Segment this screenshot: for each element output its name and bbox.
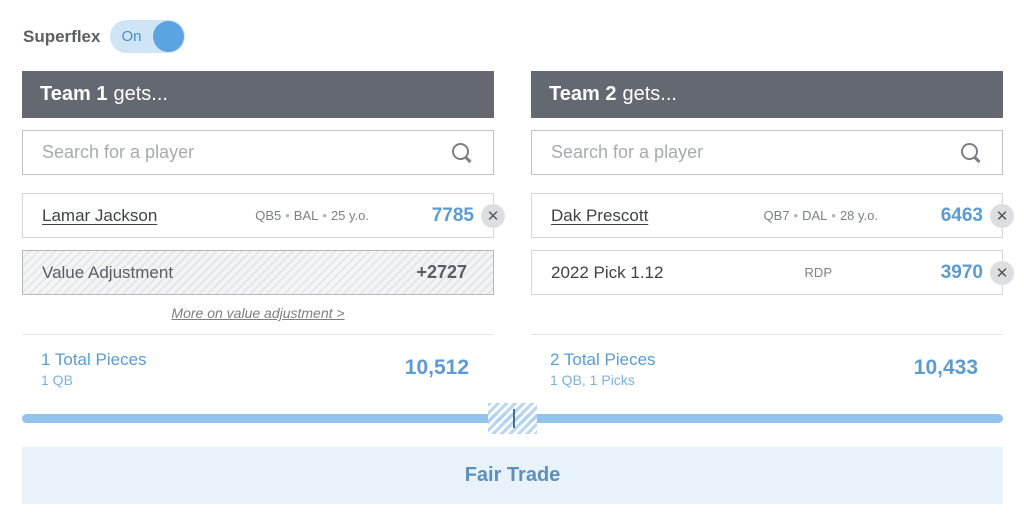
more-on-value-adjustment-link[interactable]: More on value adjustment > (171, 305, 345, 321)
close-icon[interactable]: ✕ (990, 261, 1014, 285)
team-1-name: Team 1 (40, 83, 108, 105)
player-row-dak-prescott: Dak Prescott QB7 • DAL • 28 y.o. 6463 ✕ (531, 193, 1014, 238)
value-adjustment-value: +2727 (416, 262, 467, 282)
player-position: QB7 (763, 208, 790, 223)
player-team: BAL (293, 208, 319, 223)
team-1-column: Team 1 gets... Lamar Jackson QB5•BAL•25 … (22, 71, 505, 321)
search-icon[interactable] (960, 142, 982, 164)
close-icon[interactable]: ✕ (990, 204, 1014, 228)
player-row-lamar-jackson: Lamar Jackson QB5 • BAL • 25 y.o. 7785 ✕ (22, 193, 505, 238)
team-2-name: Team 2 (549, 83, 617, 105)
player-meta: QB7 • DAL • 28 y.o. (764, 208, 879, 223)
player-row-draft-pick: 2022 Pick 1.12 RDP 3970 ✕ (531, 250, 1014, 295)
team-1-header: Team 1 gets... (22, 71, 494, 118)
superflex-label: Superflex (23, 26, 101, 46)
player-age: 28 y.o. (839, 208, 878, 223)
pick-name: 2022 Pick 1.12 (551, 262, 664, 282)
player-name[interactable]: Dak Prescott (551, 205, 649, 225)
team-1-totals: 1 Total Pieces 1 QB 10,512 (22, 334, 494, 394)
team-2-column: Team 2 gets... Dak Prescott QB7•DAL•28 y… (531, 71, 1014, 295)
team-1-total-value: 10,512 (404, 356, 469, 379)
superflex-toggle[interactable]: On (110, 20, 186, 53)
toggle-knob (153, 21, 185, 52)
team-1-gets: gets... (113, 83, 168, 105)
pick-value: 3970 (940, 261, 983, 283)
player-name[interactable]: Lamar Jackson (42, 205, 158, 225)
separator-dot: • (285, 208, 290, 223)
player-position: QB5 (255, 208, 282, 223)
team-1-total-breakdown: 1 QB (41, 372, 73, 388)
trade-verdict: Fair Trade (22, 447, 1003, 504)
player-value: 6463 (940, 204, 983, 226)
player-value: 7785 (431, 204, 474, 226)
value-adjustment-label: Value Adjustment (42, 262, 174, 282)
superflex-setting: Superflex On (23, 20, 186, 53)
separator-dot: • (322, 208, 327, 223)
team-2-total-pieces: 2 Total Pieces (550, 350, 656, 369)
team-2-total-value: 10,433 (913, 356, 978, 379)
value-adjustment-row: Value Adjustment +2727 (22, 250, 494, 295)
team-2-gets: gets... (622, 83, 677, 105)
team-2-search-box (531, 130, 1003, 175)
player-age: 25 y.o. (330, 208, 369, 223)
search-icon[interactable] (451, 142, 473, 164)
team-2-header: Team 2 gets... (531, 71, 1003, 118)
pick-meta: RDP (804, 265, 832, 280)
player-meta: QB5 • BAL • 25 y.o. (255, 208, 369, 223)
player-team: DAL (802, 208, 828, 223)
separator-dot: • (793, 208, 799, 223)
superflex-toggle-text: On (121, 28, 142, 45)
team-1-total-pieces: 1 Total Pieces (41, 350, 147, 369)
team-2-search-input[interactable] (551, 142, 931, 163)
team-2-total-breakdown: 1 QB, 1 Picks (550, 372, 635, 388)
close-icon[interactable]: ✕ (481, 204, 505, 228)
separator-dot: • (831, 208, 836, 223)
balance-marker (513, 409, 515, 428)
team-1-search-input[interactable] (42, 142, 422, 163)
team-2-totals: 2 Total Pieces 1 QB, 1 Picks 10,433 (531, 334, 1003, 394)
team-1-search-box (22, 130, 494, 175)
fair-zone (488, 403, 537, 434)
